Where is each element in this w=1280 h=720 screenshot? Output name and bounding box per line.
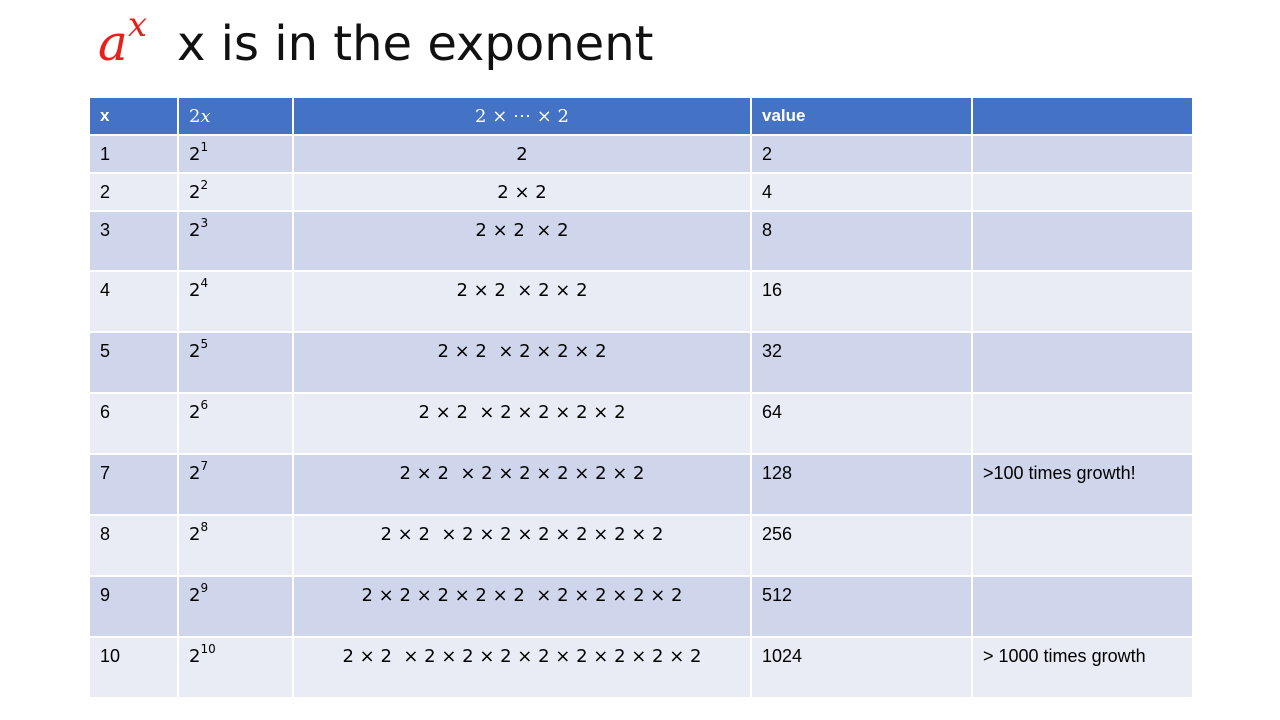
power-exponent: 7 (200, 459, 209, 473)
header-power-base: 2 (189, 105, 201, 127)
cell-product: 2 × 2 × 2 × 2 × 2 × 2 × 2 (292, 453, 752, 516)
cell-x: 6 (88, 392, 179, 455)
power-base: 2 (189, 402, 201, 423)
table-row: 10 210 2 × 2 × 2 × 2 × 2 × 2 × 2 × 2 × 2 ×… (88, 636, 1194, 699)
cell-note (971, 331, 1194, 394)
cell-note (971, 392, 1194, 455)
cell-power: 24 (177, 270, 294, 333)
power-base: 2 (189, 144, 201, 165)
cell-note: > 1000 times growth (971, 636, 1194, 699)
table-row: 8 28 2 × 2 × 2 × 2 × 2 × 2 × 2 × 2 256 (88, 514, 1194, 577)
cell-product: 2 × 2 × 2 × 2 × 2 × 2 × 2 × 2 × 2 (292, 575, 752, 638)
table-header-row: x 2x 2 × ⋯ × 2 value (88, 96, 1194, 136)
cell-product: 2 × 2 × 2 × 2 × 2 × 2 (292, 392, 752, 455)
cell-power: 23 (177, 210, 294, 272)
title-text: x is in the exponent (177, 16, 654, 72)
cell-value: 8 (750, 210, 973, 272)
power-exponent: 10 (200, 642, 216, 656)
cell-note: >100 times growth! (971, 453, 1194, 516)
cell-value: 64 (750, 392, 973, 455)
cell-x: 1 (88, 134, 179, 174)
cell-note (971, 575, 1194, 638)
table-row: 9 29 2 × 2 × 2 × 2 × 2 × 2 × 2 × 2 × 2 512 (88, 575, 1194, 638)
power-exponent: 1 (200, 140, 209, 154)
power-exponent: 4 (200, 276, 209, 290)
power-base: 2 (189, 182, 201, 203)
cell-product: 2 × 2 × 2 × 2 × 2 × 2 × 2 × 2 (292, 514, 752, 577)
power-base: 2 (189, 524, 201, 545)
header-product: 2 × ⋯ × 2 (292, 96, 752, 136)
cell-power: 28 (177, 514, 294, 577)
title-formula: ax (98, 8, 147, 72)
power-exponent: 8 (200, 520, 209, 534)
cell-value: 16 (750, 270, 973, 333)
title-formula-exponent: x (127, 5, 147, 46)
cell-x: 2 (88, 172, 179, 212)
power-exponent: 6 (200, 398, 209, 412)
header-note (971, 96, 1194, 136)
cell-product: 2 × 2 × 2 × 2 (292, 270, 752, 333)
power-base: 2 (189, 585, 201, 606)
power-base: 2 (189, 220, 201, 241)
cell-power: 21 (177, 134, 294, 174)
cell-note (971, 514, 1194, 577)
cell-product: 2 (292, 134, 752, 174)
powers-table: x 2x 2 × ⋯ × 2 value 1 21 2 2 2 22 2 × 2 4 3 23 2 … (88, 96, 1194, 699)
header-power-exp: x (200, 105, 211, 127)
table-row: 6 26 2 × 2 × 2 × 2 × 2 × 2 64 (88, 392, 1194, 455)
cell-value: 32 (750, 331, 973, 394)
power-base: 2 (189, 280, 201, 301)
cell-power: 27 (177, 453, 294, 516)
cell-power: 210 (177, 636, 294, 699)
power-exponent: 3 (200, 216, 209, 230)
cell-note (971, 210, 1194, 272)
slide-title: ax x is in the exponent (98, 8, 654, 84)
power-base: 2 (189, 341, 201, 362)
power-exponent: 2 (200, 178, 209, 192)
cell-value: 256 (750, 514, 973, 577)
power-exponent: 5 (200, 337, 209, 351)
cell-product: 2 × 2 × 2 × 2 × 2 (292, 331, 752, 394)
table-row: 5 25 2 × 2 × 2 × 2 × 2 32 (88, 331, 1194, 394)
cell-x: 4 (88, 270, 179, 333)
cell-x: 5 (88, 331, 179, 394)
cell-value: 2 (750, 134, 973, 174)
cell-product: 2 × 2 × 2 × 2 × 2 × 2 × 2 × 2 × 2 × 2 (292, 636, 752, 699)
cell-note (971, 134, 1194, 174)
cell-value: 4 (750, 172, 973, 212)
cell-power: 25 (177, 331, 294, 394)
cell-note (971, 270, 1194, 333)
cell-power: 22 (177, 172, 294, 212)
cell-product: 2 × 2 × 2 (292, 210, 752, 272)
title-formula-base: a (98, 14, 128, 72)
cell-x: 10 (88, 636, 179, 699)
cell-value: 512 (750, 575, 973, 638)
cell-power: 26 (177, 392, 294, 455)
cell-x: 8 (88, 514, 179, 577)
cell-value: 128 (750, 453, 973, 516)
header-power: 2x (177, 96, 294, 136)
table-row: 1 21 2 2 (88, 134, 1194, 174)
cell-x: 9 (88, 575, 179, 638)
power-base: 2 (189, 646, 201, 667)
cell-product: 2 × 2 (292, 172, 752, 212)
table-row: 4 24 2 × 2 × 2 × 2 16 (88, 270, 1194, 333)
cell-power: 29 (177, 575, 294, 638)
cell-note (971, 172, 1194, 212)
power-exponent: 9 (200, 581, 209, 595)
header-value: value (750, 96, 973, 136)
cell-value: 1024 (750, 636, 973, 699)
power-base: 2 (189, 463, 201, 484)
cell-x: 7 (88, 453, 179, 516)
header-x: x (88, 96, 179, 136)
table-row: 7 27 2 × 2 × 2 × 2 × 2 × 2 × 2 128 >100 time… (88, 453, 1194, 516)
cell-x: 3 (88, 210, 179, 272)
